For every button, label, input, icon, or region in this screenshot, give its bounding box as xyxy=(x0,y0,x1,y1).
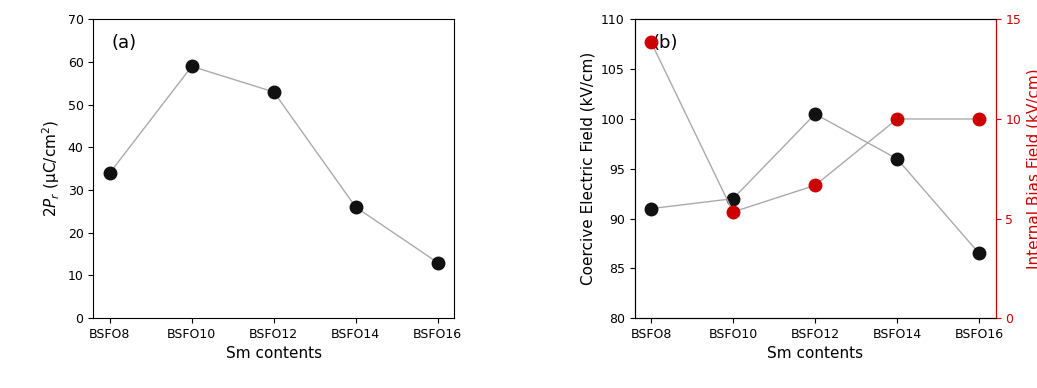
Point xyxy=(102,170,118,176)
Point xyxy=(889,116,905,122)
Y-axis label: Internal Bias Field (kV/cm): Internal Bias Field (kV/cm) xyxy=(1027,68,1037,269)
Point xyxy=(807,182,823,189)
Y-axis label: 2$P_r$ (μC/cm$^2$): 2$P_r$ (μC/cm$^2$) xyxy=(40,120,62,217)
Point xyxy=(184,63,200,69)
X-axis label: Sm contents: Sm contents xyxy=(767,346,863,362)
Point xyxy=(429,260,446,266)
Point xyxy=(971,116,987,122)
X-axis label: Sm contents: Sm contents xyxy=(226,346,321,362)
Text: (b): (b) xyxy=(652,35,678,52)
Point xyxy=(971,250,987,256)
Text: (a): (a) xyxy=(111,35,137,52)
Point xyxy=(889,156,905,162)
Point xyxy=(725,209,741,215)
Point xyxy=(643,206,660,212)
Y-axis label: Coercive Electric Field (kV/cm): Coercive Electric Field (kV/cm) xyxy=(581,52,595,286)
Point xyxy=(725,196,741,202)
Point xyxy=(807,111,823,117)
Point xyxy=(643,39,660,45)
Point xyxy=(265,89,282,95)
Point xyxy=(347,204,364,210)
